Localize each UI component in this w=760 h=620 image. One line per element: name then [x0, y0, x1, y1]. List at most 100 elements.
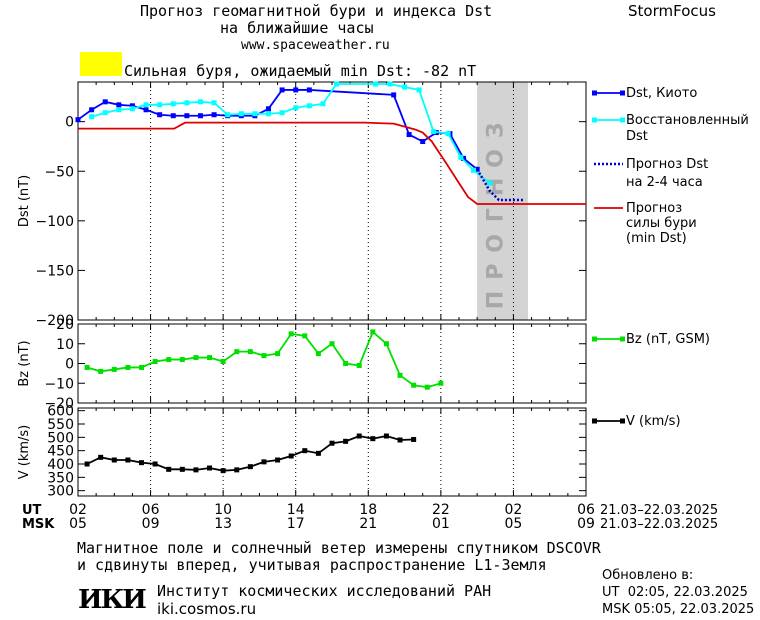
data-point [143, 102, 149, 108]
legend-recon-label-2: Dst [626, 129, 648, 144]
ut-tick-label: 02 [69, 502, 87, 518]
data-point [275, 457, 281, 463]
msk-tick-label: 21 [359, 516, 377, 532]
data-point [315, 351, 321, 357]
brand-label: StormFocus [628, 2, 716, 20]
y-tick-label: 500 [47, 430, 74, 446]
data-point [411, 436, 417, 442]
data-point [416, 87, 422, 93]
legend-bz-sample-marker [620, 336, 625, 342]
forecast-band-letter: О [484, 149, 509, 168]
y-tick-label: −50 [44, 164, 74, 180]
y-tick-label: 300 [47, 484, 74, 500]
y-axis-label: Bz (nT) [17, 340, 32, 386]
data-point [266, 106, 271, 112]
data-point [166, 466, 172, 472]
msk-tick-label: 17 [287, 516, 305, 532]
forecast-band-letter: П [484, 291, 509, 309]
data-point [397, 437, 403, 443]
data-point [98, 368, 104, 374]
msk-date-range: 21.03–22.03.2025 [600, 517, 719, 532]
series-line [476, 168, 525, 202]
data-point [197, 99, 203, 105]
storm-color-swatch [80, 52, 122, 76]
data-point [356, 433, 362, 439]
data-point [179, 357, 185, 363]
data-point [84, 364, 90, 370]
y-tick-label: 450 [47, 444, 74, 460]
updated-label: Обновлено в: [602, 568, 694, 583]
data-point [197, 113, 203, 119]
data-point [129, 103, 135, 109]
data-point [234, 349, 240, 355]
msk-tick-label: 09 [577, 516, 595, 532]
y-tick-label: 0 [65, 115, 74, 131]
data-point [383, 341, 389, 347]
updated-msk: MSK 05:05, 22.03.2025 [602, 602, 755, 617]
data-point [152, 461, 158, 467]
data-point [315, 450, 321, 456]
legend-forecast-label: Прогноз Dst [626, 157, 709, 172]
data-point [261, 353, 267, 359]
data-point [329, 440, 335, 446]
legend-forecast-label-2: на 2-4 часа [626, 175, 703, 190]
updated-ut: UT 02:05, 22.03.2025 [602, 585, 748, 600]
data-point [320, 101, 326, 107]
y-tick-label: −200 [36, 313, 74, 329]
footer-note-2: и сдвинуты вперед, учитывая распростране… [77, 556, 547, 574]
data-point [102, 99, 108, 105]
data-point [116, 107, 122, 113]
ut-tick-label: 18 [359, 502, 377, 518]
data-point [445, 131, 451, 137]
data-point [288, 453, 294, 459]
data-point [275, 351, 281, 357]
msk-tick-label: 13 [214, 516, 232, 532]
data-point [193, 467, 199, 473]
institute-name: Институт космических исследований РАН [157, 582, 492, 600]
data-point [157, 102, 163, 108]
data-point [143, 107, 149, 113]
data-point [383, 433, 389, 439]
legend-dst-sample-marker [620, 90, 625, 96]
data-point [207, 465, 213, 471]
legend-v-sample-marker [620, 418, 625, 424]
y-tick-label: −10 [44, 376, 74, 392]
data-point [329, 341, 335, 347]
site-url[interactable]: www.spaceweather.ru [241, 38, 390, 53]
data-point [129, 106, 135, 112]
legend-storm-label: Прогноз [626, 201, 683, 216]
data-point [170, 113, 176, 119]
data-point [438, 380, 444, 386]
data-point [111, 366, 117, 372]
data-point [261, 459, 267, 465]
data-point [373, 81, 379, 87]
data-point [247, 464, 253, 470]
data-point [302, 333, 308, 339]
msk-axis-label: MSK [22, 517, 55, 532]
data-point [220, 468, 226, 474]
ut-date-range: 21.03–22.03.2025 [600, 503, 719, 518]
data-point [406, 132, 412, 138]
data-point [420, 139, 426, 144]
data-point [334, 81, 340, 87]
data-point [207, 355, 213, 361]
y-tick-label: 400 [47, 457, 74, 473]
data-point [211, 112, 217, 118]
data-point [220, 359, 226, 365]
data-point [211, 100, 217, 106]
legend-bz-label: Bz (nT, GSM) [626, 332, 711, 347]
ut-axis-label: UT [22, 503, 42, 518]
legend-recon-label: Восстановленный [626, 113, 749, 128]
series-line [78, 121, 586, 205]
series-line [91, 83, 491, 184]
data-point [170, 101, 176, 107]
data-point [116, 102, 122, 108]
msk-tick-label: 05 [69, 516, 87, 532]
ut-tick-label: 06 [142, 502, 160, 518]
data-point [84, 461, 90, 467]
data-point [288, 331, 294, 337]
data-point [125, 364, 131, 370]
data-point [306, 103, 312, 109]
institute-site[interactable]: iki.cosmos.ru [157, 600, 257, 618]
